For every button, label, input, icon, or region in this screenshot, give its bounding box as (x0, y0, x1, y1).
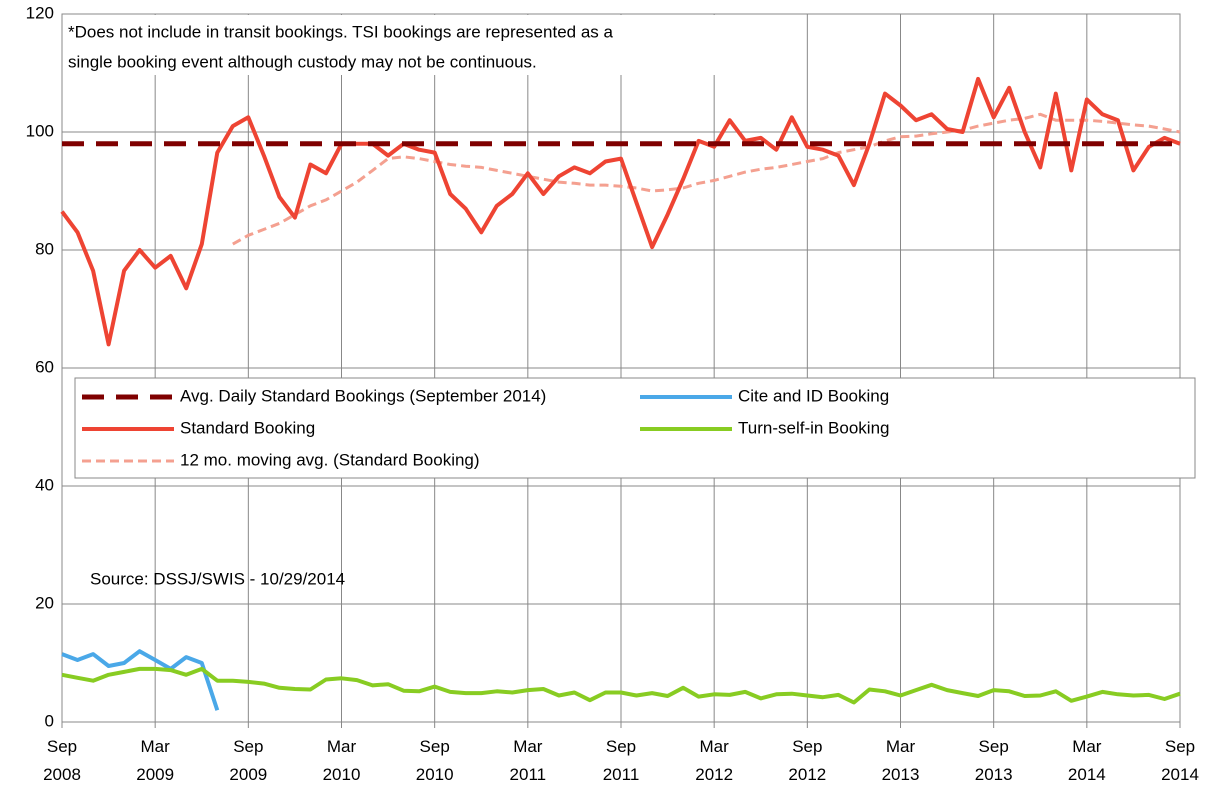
y-tick-label: 120 (26, 3, 54, 22)
x-tick-label-line: Mar (886, 737, 916, 756)
note: *Does not include in transit bookings. T… (68, 22, 614, 41)
x-tick-label: Sep 2012 (788, 737, 826, 784)
y-tick-label: 100 (26, 121, 54, 140)
x-tick-label: Mar 2012 (695, 737, 733, 784)
x-tick-label-line: Mar (513, 737, 543, 756)
x-tick-label: Mar 2011 (510, 737, 547, 784)
x-tick-label: Mar 2014 (1068, 737, 1106, 784)
x-tick-label: Sep 2013 (975, 737, 1013, 784)
note: single booking event although custody ma… (68, 52, 537, 71)
x-tick-label: Mar 2013 (882, 737, 920, 784)
x-tick-label-line: 2012 (788, 765, 826, 784)
x-tick-label-line: 2013 (975, 765, 1013, 784)
x-tick-label-line: Sep (1165, 737, 1195, 756)
legend-label: Turn-self-in Booking (738, 418, 890, 437)
y-tick-label: 80 (35, 239, 54, 258)
y-tick-label: 40 (35, 475, 54, 494)
x-tick-label-line: 2012 (695, 765, 733, 784)
x-tick-label-line: 2010 (323, 765, 361, 784)
x-tick-label-line: 2014 (1161, 765, 1199, 784)
series-line (61, 666, 1181, 705)
note-background (63, 15, 803, 75)
x-tick-label: Mar 2009 (136, 737, 174, 784)
x-tick-label: Sep 2008 (43, 737, 81, 784)
legend-label: 12 mo. moving avg. (Standard Booking) (180, 450, 480, 469)
legend-box (74, 377, 1196, 479)
x-tick-label: Sep 2014 (1161, 737, 1199, 784)
x-tick-label-line: 2011 (603, 765, 640, 784)
x-tick-label-line: Sep (792, 737, 822, 756)
x-tick-label-line: 2010 (416, 765, 454, 784)
x-tick-label-line: Mar (1072, 737, 1102, 756)
x-tick-label-line: 2013 (882, 765, 920, 784)
x-tick-label: Mar 2010 (323, 737, 361, 784)
x-tick-label-line: 2009 (136, 765, 174, 784)
x-tick-label-line: Sep (233, 737, 263, 756)
x-tick-label: Sep 2009 (229, 737, 267, 784)
source-note: Source: DSSJ/SWIS - 10/29/2014 (90, 569, 345, 588)
x-tick-label-line: 2011 (510, 765, 547, 784)
series-line (61, 649, 220, 711)
x-tick-label-line: 2014 (1068, 765, 1106, 784)
y-tick-label: 0 (45, 711, 54, 730)
x-tick-label-line: Sep (420, 737, 450, 756)
x-tick-label-line: 2009 (229, 765, 267, 784)
x-tick-label-line: Sep (47, 737, 77, 756)
x-tick-label: Sep 2011 (603, 737, 640, 784)
x-tick-label-line: Sep (979, 737, 1009, 756)
x-tick-label-line: Mar (141, 737, 171, 756)
x-tick-label: Sep 2010 (416, 737, 454, 784)
x-tick-label-line: Sep (606, 737, 636, 756)
legend-label: Avg. Daily Standard Bookings (September … (180, 386, 546, 405)
x-tick-label-line: 2008 (43, 765, 81, 784)
legend-label: Standard Booking (180, 418, 315, 437)
y-tick-label: 20 (35, 593, 54, 612)
series-line (60, 76, 1181, 347)
x-tick-label-line: Mar (700, 737, 730, 756)
x-tick-label-line: Mar (327, 737, 357, 756)
y-tick-label: 60 (35, 357, 54, 376)
legend-label: Cite and ID Booking (738, 386, 889, 405)
